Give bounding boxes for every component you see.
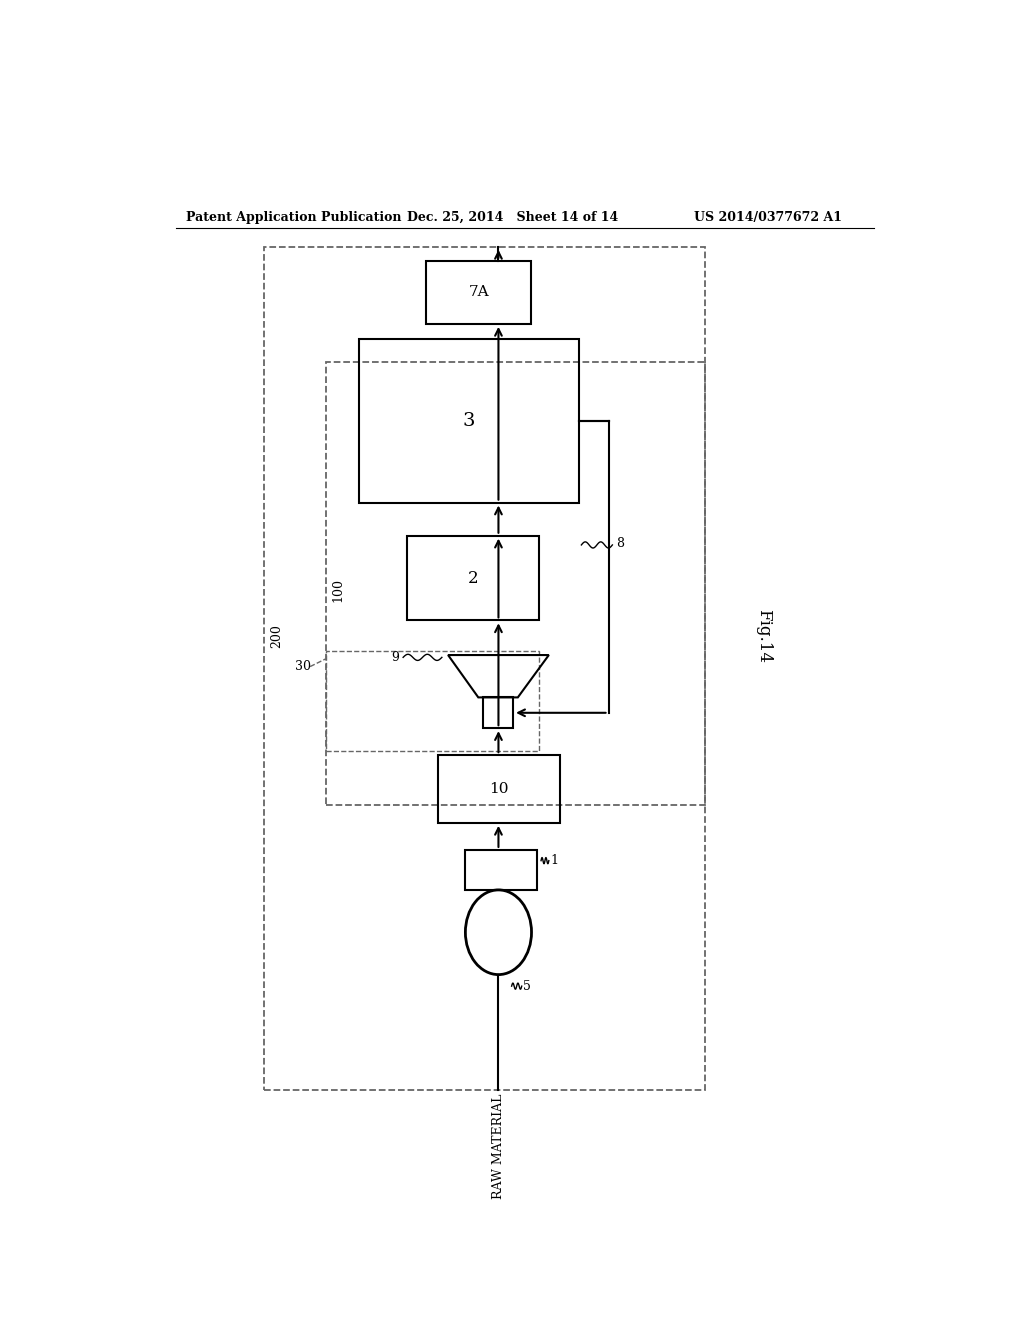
Bar [359,339,579,503]
Text: 1: 1 [550,854,558,867]
Text: 10: 10 [489,781,509,796]
Bar [426,261,531,323]
Text: Fig.14: Fig.14 [755,609,772,663]
Text: 200: 200 [270,624,283,648]
Bar [326,363,706,805]
Text: 8: 8 [616,537,625,550]
Bar [483,697,513,729]
Text: 3: 3 [463,412,475,430]
Text: 5: 5 [523,979,531,993]
Bar [438,755,560,822]
Text: Patent Application Publication: Patent Application Publication [186,211,401,224]
Bar [326,651,539,751]
Text: 100: 100 [332,578,345,602]
Text: 7A: 7A [468,285,489,300]
Bar [407,536,539,620]
Text: 30: 30 [295,660,310,673]
Text: Dec. 25, 2014   Sheet 14 of 14: Dec. 25, 2014 Sheet 14 of 14 [407,211,618,224]
Text: US 2014/0377672 A1: US 2014/0377672 A1 [693,211,842,224]
Text: 2: 2 [468,569,478,586]
Text: 9: 9 [391,651,399,664]
Text: RAW MATERIAL: RAW MATERIAL [492,1094,505,1200]
Bar [263,247,706,1090]
Bar [465,850,538,890]
